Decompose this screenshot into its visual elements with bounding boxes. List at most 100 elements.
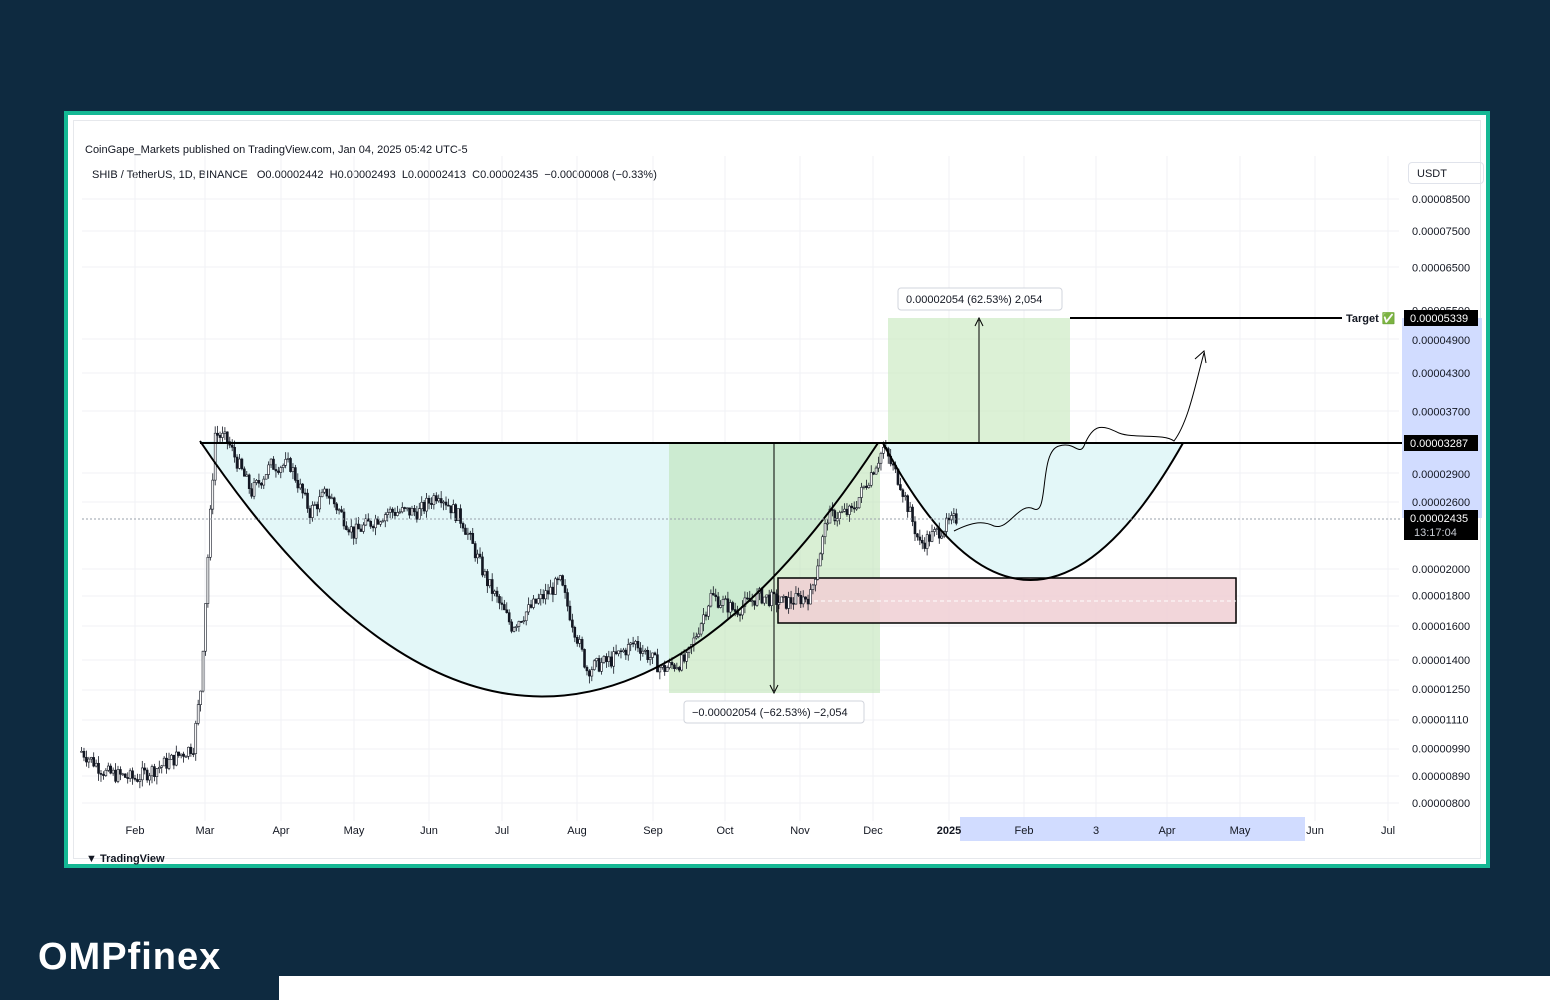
candle: [349, 519, 353, 539]
time-axis[interactable]: Feb Mar Apr May Jun Jul Aug Sep Oct Nov Dec 2025 Feb…: [126, 825, 1396, 837]
candle: [614, 644, 618, 656]
y-tick-label: 0.00004300: [1412, 368, 1470, 380]
candle: [527, 597, 530, 616]
candle: [855, 500, 858, 511]
x-tick-label: Jul: [495, 825, 509, 837]
candle: [541, 589, 545, 604]
tradingview-logo[interactable]: ▼ TradingView: [86, 853, 165, 865]
resistance-price-tag-bg: [1404, 435, 1478, 451]
candle: [150, 764, 154, 784]
candle: [515, 624, 518, 632]
candle: [901, 488, 905, 503]
x-tick-label: Dec: [863, 825, 883, 837]
candle: [707, 604, 710, 620]
candle: [269, 458, 273, 468]
candle: [840, 505, 844, 514]
candle: [391, 507, 394, 519]
currency-label[interactable]: USDT: [1408, 162, 1484, 184]
x-tick-label: Jun: [420, 825, 438, 837]
y-tick-label: 0.00003700: [1412, 407, 1470, 419]
candle: [383, 512, 387, 528]
candle: [566, 588, 569, 612]
candle: [551, 582, 555, 603]
candle: [595, 657, 598, 668]
candle: [850, 503, 854, 512]
candle: [160, 764, 164, 774]
candle: [639, 642, 642, 661]
candle: [481, 551, 484, 578]
candle: [221, 426, 224, 442]
candle: [257, 473, 261, 488]
symbol-name[interactable]: SHIB / TetherUS, 1D, BINANCE: [92, 169, 248, 181]
candle: [505, 602, 509, 614]
candle: [520, 620, 523, 623]
candle: [466, 527, 470, 540]
measure-down-label-box: [683, 700, 865, 724]
candle: [643, 648, 647, 655]
candle: [712, 586, 715, 596]
candle: [469, 530, 472, 541]
candle: [82, 747, 86, 762]
candle: [731, 600, 735, 612]
ohlc-values: O0.00002442 H0.00002493 L0.00002413 C0.0…: [256, 169, 657, 181]
candle: [471, 527, 475, 544]
candle: [857, 497, 861, 510]
candle: [238, 454, 241, 470]
candle: [794, 586, 798, 605]
y-tick-label: 0.00004900: [1412, 335, 1470, 347]
candle: [763, 596, 766, 606]
candle: [106, 762, 110, 773]
x-tick-label: May: [344, 825, 365, 837]
x-tick-label: Oct: [716, 825, 733, 837]
candle: [369, 520, 372, 529]
candle: [182, 751, 185, 763]
candle: [563, 579, 567, 599]
candle: [933, 526, 936, 537]
candle: [483, 568, 487, 578]
candle: [308, 505, 312, 525]
candle: [371, 524, 375, 532]
candle: [330, 493, 334, 500]
candle: [806, 594, 810, 611]
candle: [464, 524, 467, 535]
candle: [799, 590, 803, 608]
target-label: Target ✅: [1346, 312, 1396, 325]
candle: [724, 595, 727, 601]
candle: [262, 476, 266, 490]
candle: [862, 485, 866, 490]
candle: [726, 591, 730, 619]
y-tick-label: 0.00001400: [1412, 655, 1470, 667]
candle: [869, 465, 873, 488]
candle: [272, 456, 275, 470]
brand-logo: OMPfinex: [38, 936, 222, 978]
candle: [750, 593, 754, 607]
candle: [393, 507, 397, 519]
candle: [845, 503, 849, 517]
candle: [488, 579, 492, 589]
candle: [556, 576, 560, 585]
candle: [87, 756, 91, 769]
candle: [792, 597, 795, 610]
candle: [104, 768, 108, 777]
candle: [860, 482, 863, 503]
y-tick-label: 0.00002900: [1412, 469, 1470, 481]
candle: [546, 584, 550, 600]
candle: [291, 463, 295, 480]
candle: [697, 627, 701, 639]
axis-highlight: [1402, 318, 1482, 518]
candle: [784, 596, 788, 610]
candle: [512, 626, 516, 633]
measure-down-arrowhead: [769, 684, 779, 695]
candle: [422, 499, 426, 515]
candle: [843, 503, 846, 513]
price-chart[interactable]: 0.00002054 (62.53%) 2,054 −0.00002054 (−…: [74, 121, 1482, 860]
projected-path: [953, 352, 1205, 532]
candle: [673, 662, 676, 672]
candle: [279, 465, 283, 479]
price-axis[interactable]: 0.000085000.000075000.000065000.00005500…: [1412, 194, 1470, 810]
candle: [408, 507, 411, 519]
x-tick-label: Mar: [196, 825, 215, 837]
candlestick-series: [80, 425, 958, 789]
candle: [245, 470, 249, 477]
candle: [473, 541, 477, 562]
